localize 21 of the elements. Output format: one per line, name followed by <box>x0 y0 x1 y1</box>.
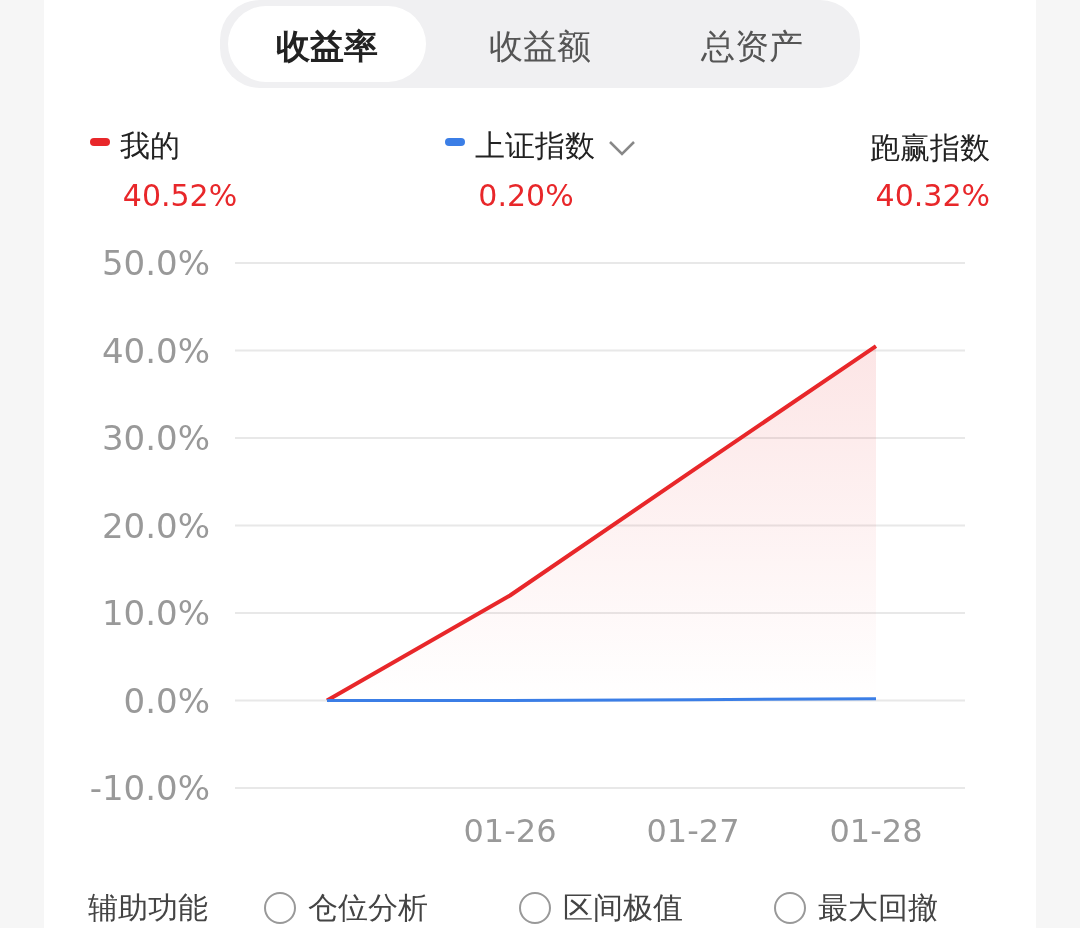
y-tick-label: 40.0% <box>101 330 210 371</box>
x-tick-label: 01-27 <box>646 812 740 850</box>
text: 辅助功能 <box>88 890 208 925</box>
legend-label: 我的 <box>120 128 180 163</box>
y-tick-label: 10.0% <box>101 593 210 633</box>
text: 仓位分析 <box>308 890 428 925</box>
text: 最大回撤 <box>818 890 938 925</box>
legend-label: 上证指数 <box>475 128 595 163</box>
text: 区间极值 <box>563 890 683 925</box>
text: 40.52% <box>122 178 238 213</box>
text: 跑赢指数 <box>870 130 990 165</box>
y-tick-label: -10.0% <box>89 768 210 808</box>
text: 40.32% <box>875 178 990 213</box>
y-tick-label: 0.0% <box>123 680 210 721</box>
x-tick-label: 01-28 <box>829 812 923 850</box>
tabs: 收益率 收益额 总资产 <box>220 0 860 88</box>
y-tick-label: 20.0% <box>101 505 210 546</box>
x-tick-label: 01-26 <box>463 812 557 850</box>
text: 0.20% <box>478 178 574 213</box>
y-tick-label: 30.0% <box>101 418 210 458</box>
y-tick-label: 50.0% <box>101 243 210 283</box>
